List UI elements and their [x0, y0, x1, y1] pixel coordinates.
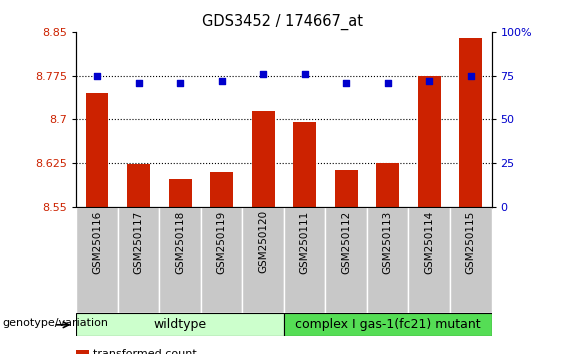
Bar [408, 207, 450, 313]
Text: GSM250111: GSM250111 [299, 210, 310, 274]
Bar [367, 207, 408, 313]
Bar [335, 170, 358, 207]
Text: genotype/variation: genotype/variation [3, 318, 109, 328]
Point [176, 80, 185, 86]
Text: GSM250118: GSM250118 [175, 210, 185, 274]
Point [134, 80, 143, 86]
Bar [76, 350, 89, 354]
Bar [459, 38, 482, 207]
Text: GSM250119: GSM250119 [216, 210, 227, 274]
Text: GSM250114: GSM250114 [424, 210, 434, 274]
Bar [127, 164, 150, 207]
Text: transformed count: transformed count [93, 349, 197, 354]
Bar [325, 207, 367, 313]
Text: GSM250120: GSM250120 [258, 210, 268, 273]
Bar [76, 313, 284, 336]
Point [342, 80, 351, 86]
Bar [159, 207, 201, 313]
Point [259, 71, 268, 77]
Text: GSM250117: GSM250117 [133, 210, 144, 274]
Bar [284, 313, 492, 336]
Bar [376, 163, 399, 207]
Point [93, 73, 102, 79]
Point [383, 80, 392, 86]
Point [466, 73, 475, 79]
Bar [450, 207, 492, 313]
Text: GSM250112: GSM250112 [341, 210, 351, 274]
Bar [76, 207, 118, 313]
Bar [201, 207, 242, 313]
Point [300, 71, 309, 77]
Bar [293, 122, 316, 207]
Text: complex I gas-1(fc21) mutant: complex I gas-1(fc21) mutant [295, 318, 481, 331]
Text: GDS3452 / 174667_at: GDS3452 / 174667_at [202, 14, 363, 30]
Bar [169, 179, 192, 207]
Text: GSM250113: GSM250113 [383, 210, 393, 274]
Bar [86, 93, 108, 207]
Bar [418, 76, 441, 207]
Bar [284, 207, 325, 313]
Bar [242, 207, 284, 313]
Point [217, 78, 226, 84]
Text: GSM250115: GSM250115 [466, 210, 476, 274]
Point [425, 78, 434, 84]
Text: GSM250116: GSM250116 [92, 210, 102, 274]
Text: wildtype: wildtype [154, 318, 207, 331]
Bar [252, 111, 275, 207]
Bar [118, 207, 159, 313]
Bar [210, 172, 233, 207]
